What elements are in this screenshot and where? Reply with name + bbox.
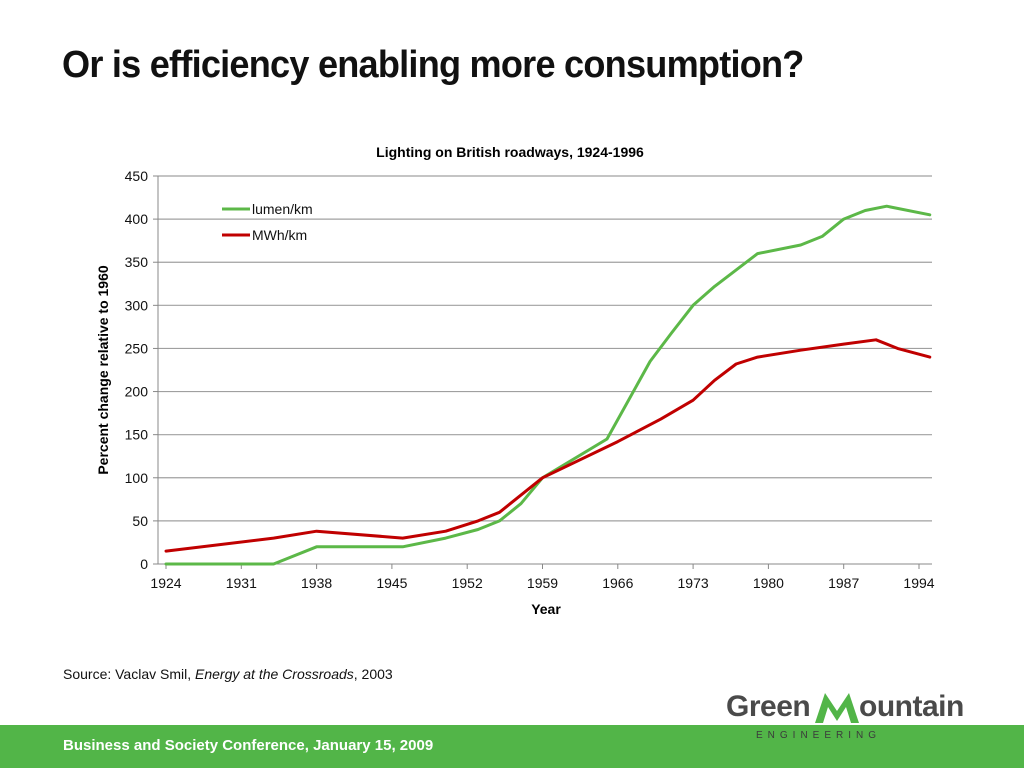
y-tick-label: 350 (125, 254, 149, 270)
y-tick-label: 400 (125, 211, 149, 227)
x-tick-label: 1952 (452, 575, 483, 591)
slide-title: Or is efficiency enabling more consumpti… (62, 44, 804, 86)
mountain-m-icon (815, 693, 859, 723)
y-tick-label: 250 (125, 340, 149, 356)
x-tick-label: 1973 (678, 575, 709, 591)
source-suffix: , 2003 (353, 666, 393, 682)
y-tick-label: 100 (125, 470, 149, 486)
logo-subtitle: ENGINEERING (756, 730, 882, 741)
x-tick-label: 1931 (226, 575, 257, 591)
axes: 0 50 100 150 200 250 300 350 400 450 1924 1931 1938 1… (125, 168, 935, 591)
y-tick-label: 50 (132, 513, 148, 529)
source-book-title: Energy at the Crossroads (195, 666, 354, 682)
y-tick-label: 0 (140, 556, 148, 572)
x-tick-label: 1945 (376, 575, 407, 591)
company-logo: Green ountain ENGINEERING (726, 690, 976, 742)
x-tick-label: 1994 (903, 575, 934, 591)
x-tick-label: 1987 (828, 575, 859, 591)
logo-word-green: Green (726, 690, 811, 723)
footer-text: Business and Society Conference, January… (63, 737, 434, 754)
x-tick-label: 1980 (753, 575, 784, 591)
y-tick-label: 200 (125, 384, 149, 400)
y-axis-label: Percent change relative to 1960 (95, 265, 111, 475)
line-chart: Lighting on British roadways, 1924-1996 … (95, 144, 935, 617)
y-tick-label: 300 (125, 297, 149, 313)
logo-word-ountain: ountain (859, 690, 964, 723)
series-line-lumen-km (164, 204, 932, 566)
legend: lumen/km MWh/km (222, 201, 313, 243)
x-tick-label: 1938 (301, 575, 332, 591)
x-tick-label: 1959 (527, 575, 558, 591)
legend-label: lumen/km (252, 201, 313, 217)
y-tick-label: 450 (125, 168, 149, 184)
source-prefix: Source: Vaclav Smil, (63, 666, 196, 682)
series-line-mwh-km (164, 338, 932, 553)
x-tick-label: 1924 (150, 575, 181, 591)
chart-title: Lighting on British roadways, 1924-1996 (376, 144, 644, 160)
x-axis-label: Year (531, 601, 561, 617)
series-group (164, 204, 932, 566)
legend-label: MWh/km (252, 227, 307, 243)
source-citation: Source: Vaclav Smil, Energy at the Cross… (63, 666, 393, 682)
y-tick-label: 150 (125, 427, 149, 443)
x-tick-label: 1966 (602, 575, 633, 591)
footer-band (0, 725, 1024, 768)
